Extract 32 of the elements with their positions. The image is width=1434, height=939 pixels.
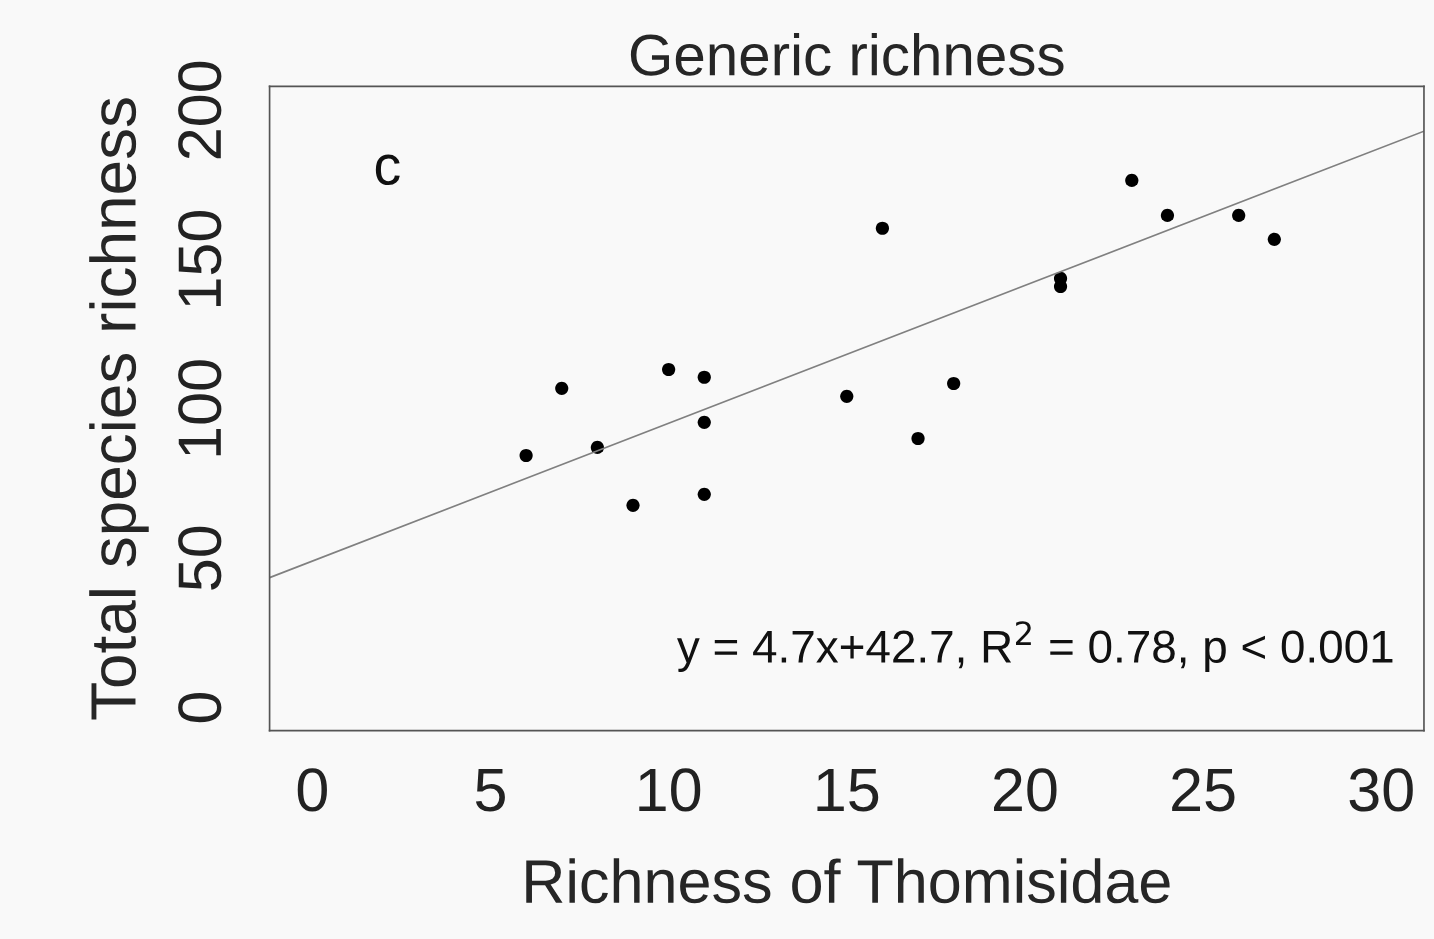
x-tick-label: 5 xyxy=(475,768,505,812)
y-tick-label: 50 xyxy=(178,526,222,590)
x-tick-label: 0 xyxy=(297,768,327,812)
chart-title: Generic richness xyxy=(630,33,1064,76)
y-tick-label: 100 xyxy=(178,360,222,456)
point xyxy=(1267,232,1281,246)
point xyxy=(519,448,533,463)
x-tick-label: 10 xyxy=(639,768,701,812)
annotation: y = 4.7x+42.7, R$^{2}$ = 0.78, p < 0.001 xyxy=(677,621,1393,672)
x-tick-label: 30 xyxy=(1349,768,1413,812)
point xyxy=(1232,208,1246,222)
point xyxy=(697,487,711,501)
point xyxy=(662,362,676,377)
point xyxy=(555,381,569,395)
y-tick-label: 200 xyxy=(178,61,222,159)
y-axis-title: Total species richness xyxy=(89,98,149,720)
point xyxy=(626,498,640,512)
point xyxy=(911,431,925,446)
point xyxy=(1160,208,1175,222)
annotation: c xyxy=(375,154,400,186)
x-axis-title: Richness of Thomisidae xyxy=(526,858,1170,904)
y-tick-label: 0 xyxy=(178,692,222,723)
point xyxy=(875,221,889,235)
point xyxy=(697,370,711,384)
point xyxy=(840,389,854,403)
point xyxy=(697,415,711,429)
y-tick-label: 150 xyxy=(178,211,222,306)
x-tick-label: 15 xyxy=(817,768,879,812)
point xyxy=(1125,173,1139,188)
x-tick-label: 20 xyxy=(994,768,1057,812)
point xyxy=(947,376,961,391)
x-tick-label: 25 xyxy=(1172,768,1235,812)
